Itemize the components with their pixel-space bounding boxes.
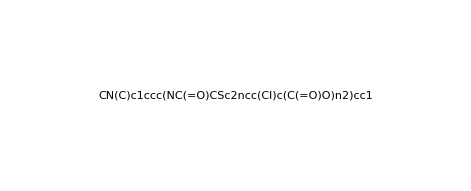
Text: CN(C)c1ccc(NC(=O)CSc2ncc(Cl)c(C(=O)O)n2)cc1: CN(C)c1ccc(NC(=O)CSc2ncc(Cl)c(C(=O)O)n2)… [98,91,373,100]
